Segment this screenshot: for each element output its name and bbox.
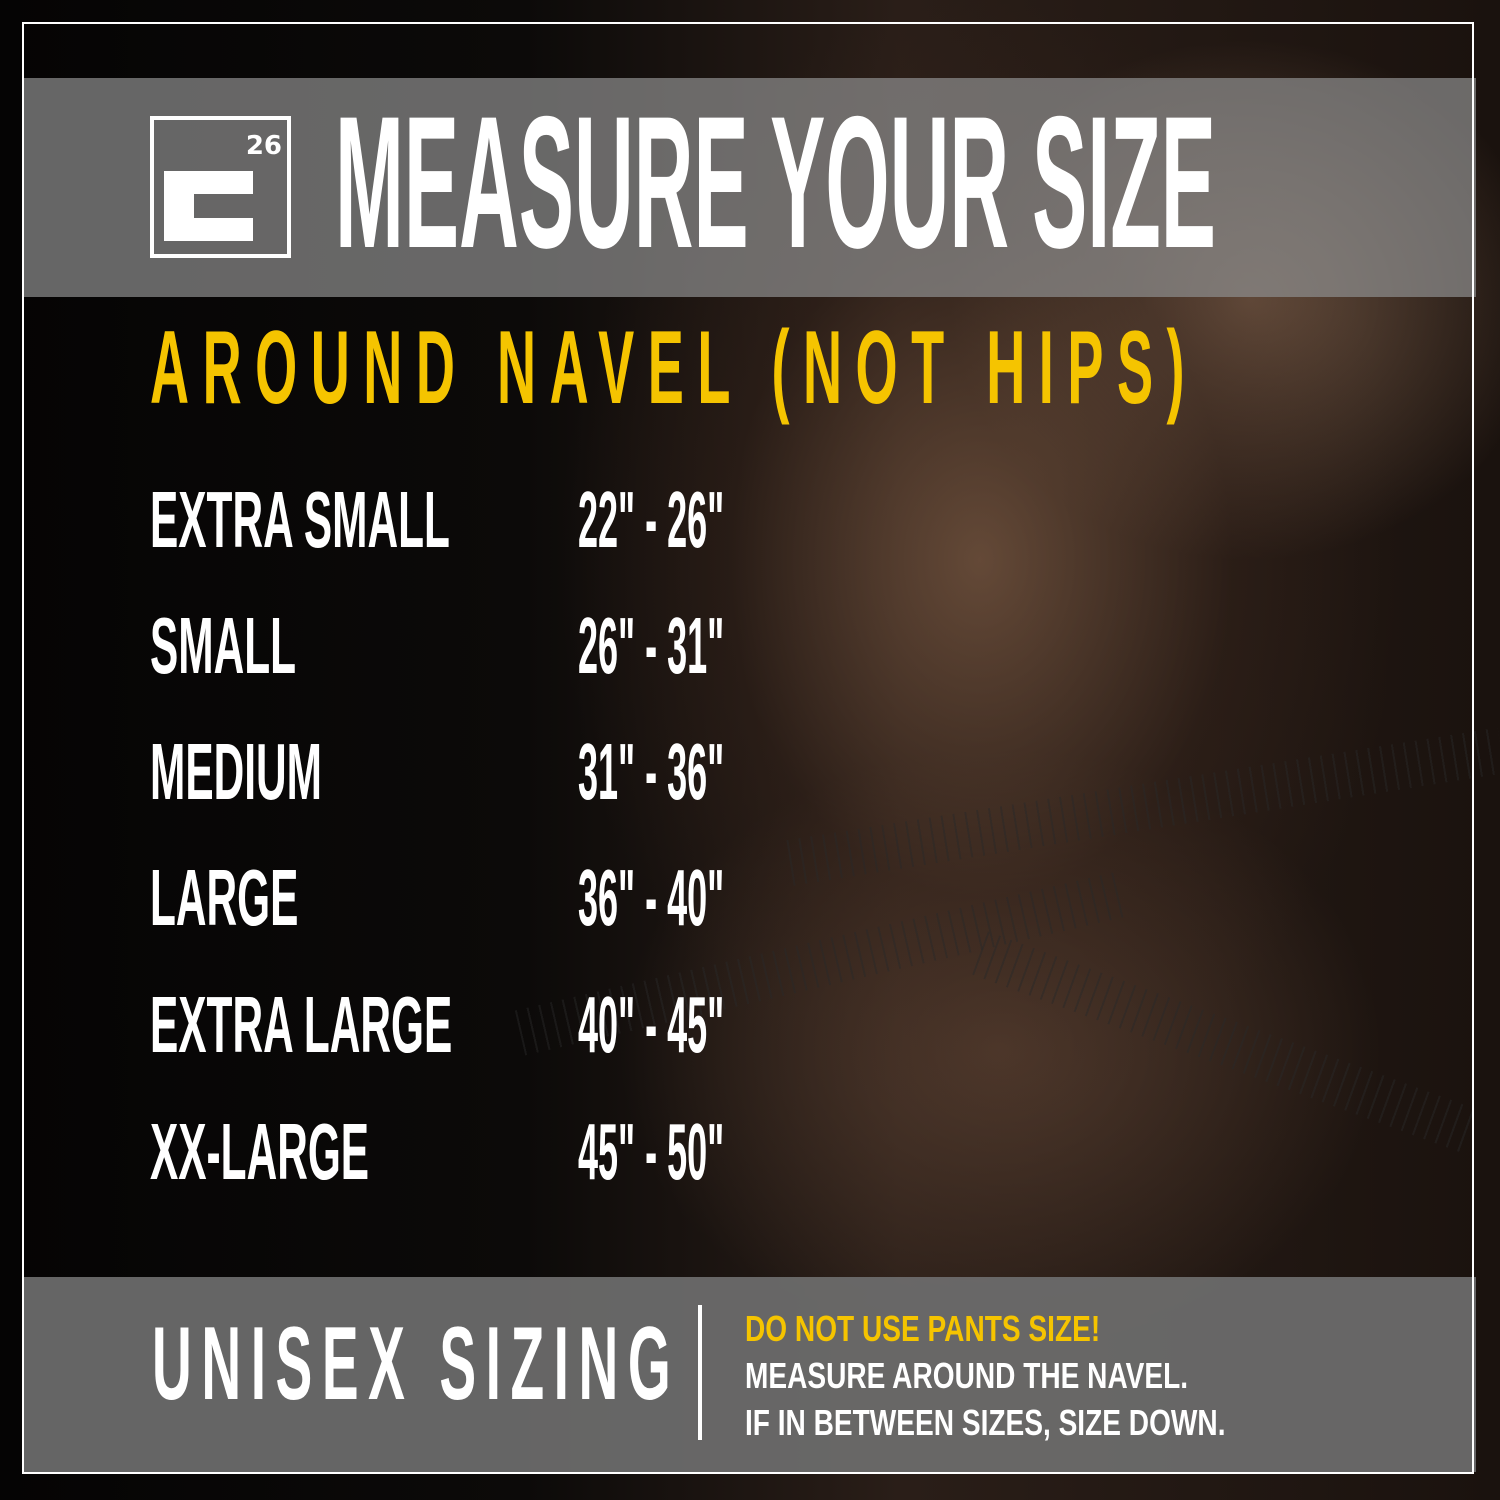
size-range: 45" - 50" <box>578 1107 725 1196</box>
size-range: 40" - 45" <box>578 980 725 1069</box>
footer-band <box>24 1277 1476 1472</box>
page-title: MEASURE YOUR SIZE <box>335 77 1216 287</box>
size-row: EXTRA LARGE 40" - 45" <box>0 985 1000 1075</box>
size-row: SMALL 26" - 31" <box>0 606 1000 696</box>
warning-text: DO NOT USE PANTS SIZE! <box>745 1308 1101 1349</box>
logo-number: 26 <box>246 131 282 161</box>
instruction-line-2: IF IN BETWEEN SIZES, SIZE DOWN. <box>745 1402 1226 1443</box>
size-row: MEDIUM 31" - 36" <box>0 732 1000 822</box>
size-range: 31" - 36" <box>578 727 725 816</box>
size-label: MEDIUM <box>150 727 322 816</box>
size-label: XX-LARGE <box>150 1107 370 1196</box>
size-range: 26" - 31" <box>578 601 725 690</box>
size-range: 22" - 26" <box>578 475 725 564</box>
size-label: EXTRA SMALL <box>150 475 450 564</box>
size-row: EXTRA SMALL 22" - 26" <box>0 480 1000 570</box>
instruction-line-1: MEASURE AROUND THE NAVEL. <box>745 1355 1189 1396</box>
subtitle: AROUND NAVEL (NOT HIPS) <box>150 310 1199 426</box>
size-label: EXTRA LARGE <box>150 980 453 1069</box>
unisex-heading: UNISEX SIZING <box>152 1306 681 1422</box>
frame-border <box>22 22 1474 1474</box>
divider <box>698 1305 702 1440</box>
size-row: XX-LARGE 45" - 50" <box>0 1112 1000 1202</box>
size-range: 36" - 40" <box>578 853 725 942</box>
header-band <box>24 78 1476 297</box>
brand-logo: 26 <box>150 116 291 258</box>
size-label: LARGE <box>150 853 299 942</box>
size-row: LARGE 36" - 40" <box>0 858 1000 948</box>
size-label: SMALL <box>150 601 297 690</box>
